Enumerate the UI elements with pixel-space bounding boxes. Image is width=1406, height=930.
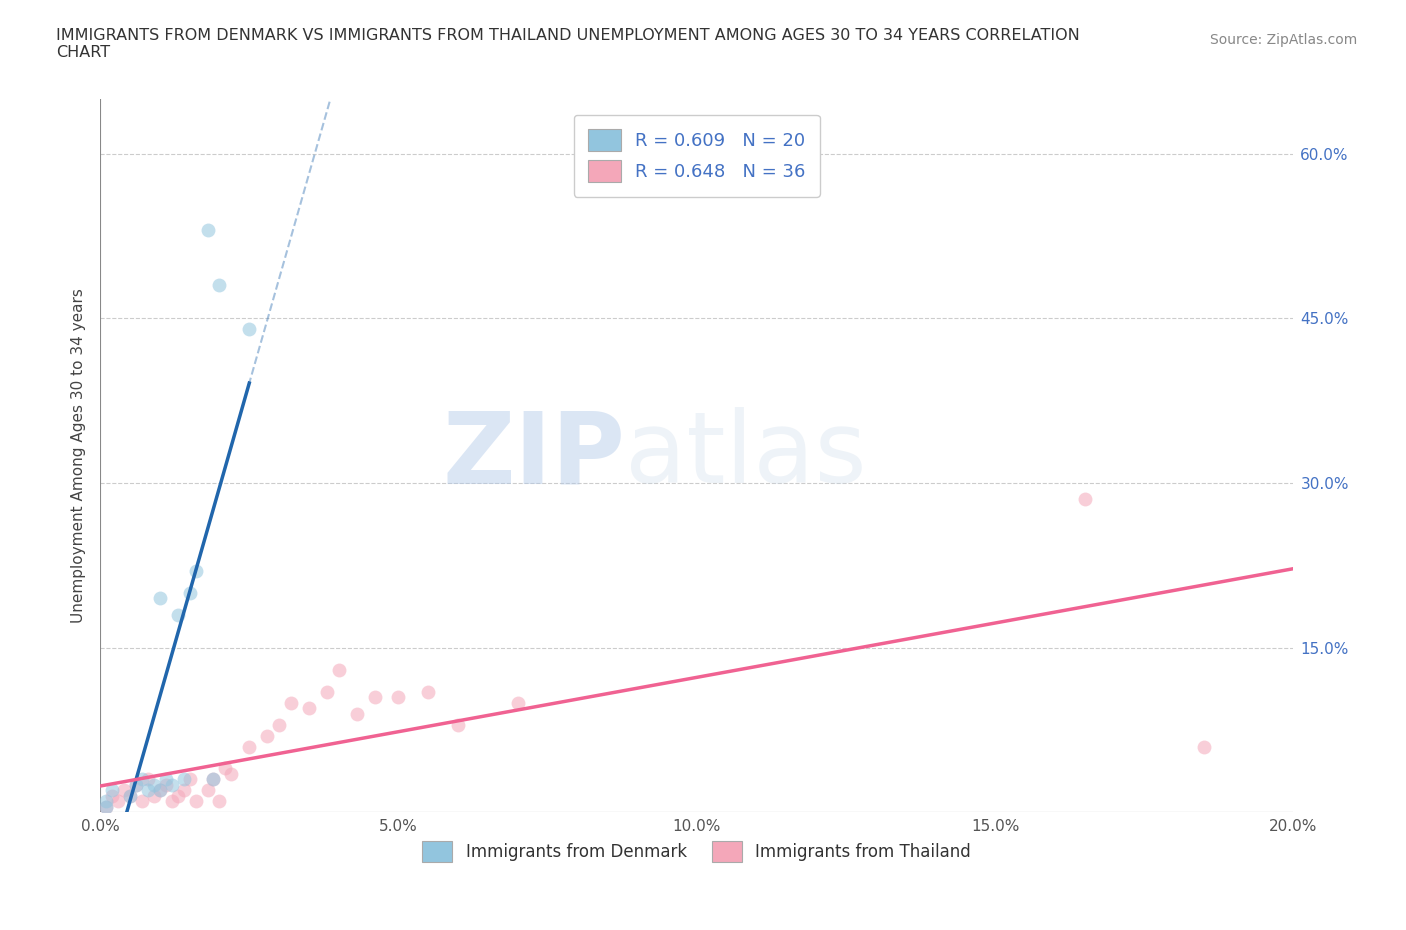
Point — [149, 591, 172, 605]
Point — [418, 684, 440, 699]
Point — [363, 690, 385, 705]
Point — [208, 278, 231, 293]
Point — [238, 739, 260, 754]
Text: IMMIGRANTS FROM DENMARK VS IMMIGRANTS FROM THAILAND UNEMPLOYMENT AMONG AGES 30 T: IMMIGRANTS FROM DENMARK VS IMMIGRANTS FR… — [56, 28, 1080, 60]
Point — [107, 794, 129, 809]
Point — [179, 772, 201, 787]
Point — [94, 800, 117, 815]
Point — [202, 772, 225, 787]
Point — [160, 794, 183, 809]
Point — [94, 800, 117, 815]
Point — [155, 772, 177, 787]
Point — [387, 690, 409, 705]
Point — [197, 783, 219, 798]
Point — [208, 794, 231, 809]
Point — [298, 700, 321, 715]
Point — [142, 777, 165, 792]
Point — [149, 783, 172, 798]
Point — [256, 728, 278, 743]
Point — [173, 783, 195, 798]
Point — [328, 662, 350, 677]
Point — [447, 717, 470, 732]
Point — [506, 695, 529, 710]
Point — [136, 772, 159, 787]
Point — [112, 783, 135, 798]
Point — [125, 777, 148, 792]
Point — [184, 564, 207, 578]
Point — [142, 789, 165, 804]
Point — [221, 766, 243, 781]
Point — [1192, 739, 1215, 754]
Point — [118, 789, 141, 804]
Point — [280, 695, 302, 710]
Text: atlas: atlas — [626, 407, 866, 504]
Point — [101, 783, 124, 798]
Point — [173, 772, 195, 787]
Point — [315, 684, 337, 699]
Point — [166, 789, 188, 804]
Text: Source: ZipAtlas.com: Source: ZipAtlas.com — [1209, 33, 1357, 46]
Point — [131, 794, 153, 809]
Point — [346, 706, 368, 721]
Point — [197, 223, 219, 238]
Point — [160, 777, 183, 792]
Point — [155, 777, 177, 792]
Legend: Immigrants from Denmark, Immigrants from Thailand: Immigrants from Denmark, Immigrants from… — [416, 834, 977, 869]
Point — [94, 794, 117, 809]
Point — [118, 789, 141, 804]
Point — [202, 772, 225, 787]
Point — [131, 772, 153, 787]
Point — [214, 761, 236, 776]
Point — [101, 789, 124, 804]
Point — [269, 717, 291, 732]
Point — [125, 777, 148, 792]
Point — [184, 794, 207, 809]
Text: ZIP: ZIP — [443, 407, 626, 504]
Point — [166, 607, 188, 622]
Y-axis label: Unemployment Among Ages 30 to 34 years: Unemployment Among Ages 30 to 34 years — [72, 288, 86, 623]
Point — [149, 783, 172, 798]
Point — [179, 585, 201, 600]
Point — [238, 322, 260, 337]
Point — [1073, 492, 1095, 507]
Point — [136, 783, 159, 798]
